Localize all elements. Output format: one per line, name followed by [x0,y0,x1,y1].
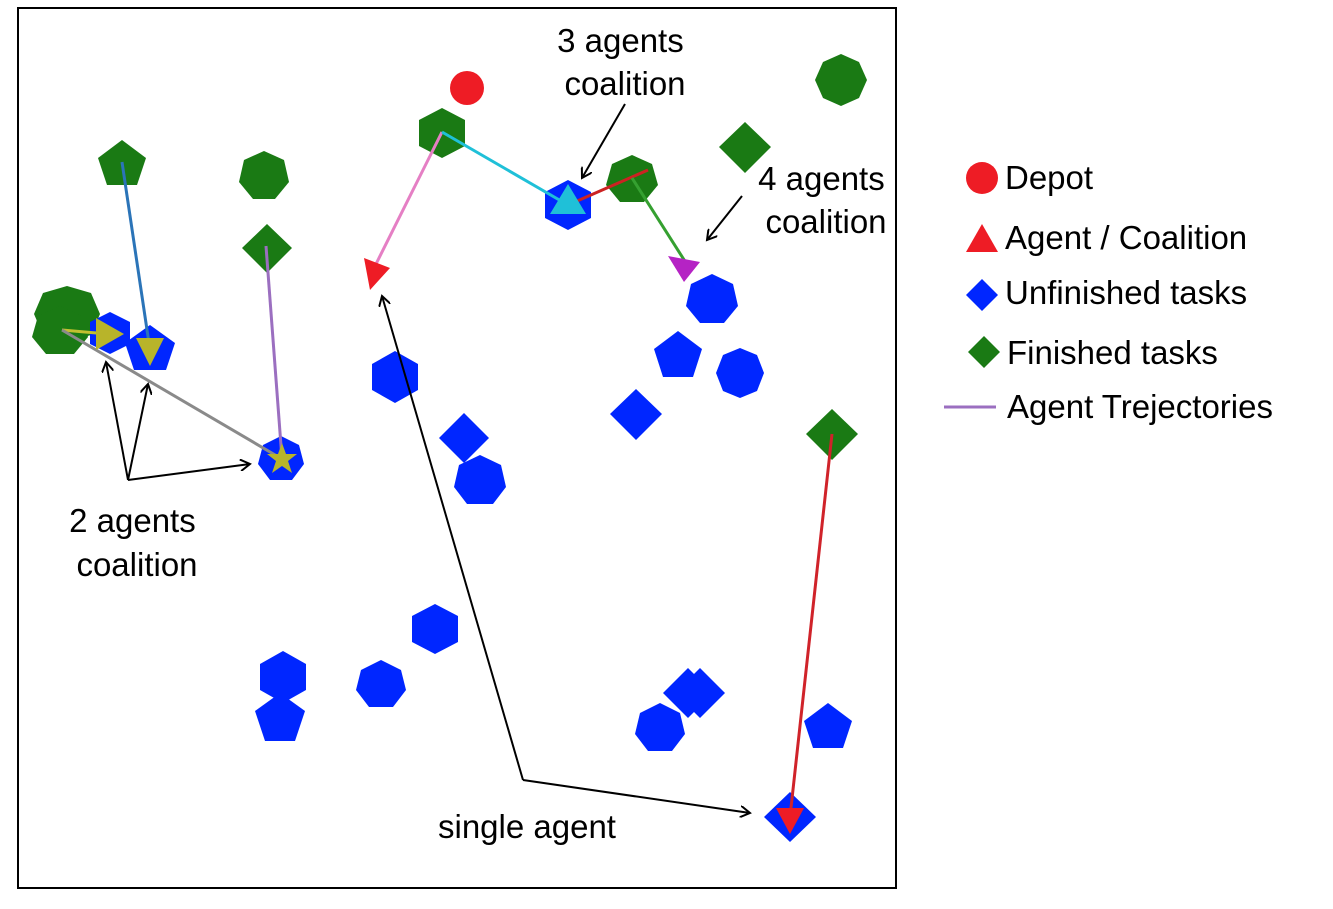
arrow-single-agent [382,296,524,781]
finished-task-heptagon [239,151,289,199]
trajectory-line [371,131,444,271]
trajectory-line [630,177,690,267]
agents [96,184,804,834]
legend-trajectory-label: Agent Trejectories [1007,388,1273,425]
annotation-4-agents-line1: 4 agents [758,160,885,197]
unfinished-task-hexagon [372,351,418,403]
arrow-4-agents [707,195,743,240]
unfinished-tasks [90,180,852,842]
finished-legend-icon [968,336,1000,368]
legend-finished-label: Finished tasks [1007,334,1218,371]
arrow-2-agents [127,464,250,481]
agent-triangle [550,184,586,214]
trajectory-line [788,433,834,818]
trajectory-line [567,168,649,207]
annotation-2-agents-line1: 2 agents [69,502,196,539]
unfinished-task-pentagon [255,693,305,741]
trajectory-line [61,328,283,461]
arrow-3-agents [582,103,626,178]
annotation-single-agent: single agent [438,808,616,845]
agent-star [267,443,297,473]
agent-triangle [364,258,390,290]
annotation-2-agents-line2: coalition [76,546,197,583]
finished-task-diamond [719,122,771,173]
unfinished-task-hexagon [260,651,306,703]
agent-triangle [776,808,804,834]
depot-legend-icon [966,162,998,194]
legend: Depot Agent / Coalition Unfinished tasks… [944,159,1273,425]
unfinished-legend-icon [966,279,998,311]
legend-agent-label: Agent / Coalition [1005,219,1247,256]
trajectory-line [264,245,284,460]
annotation-arrows [106,103,750,813]
unfinished-task-octagon [716,348,764,398]
agent-triangle [668,256,700,282]
unfinished-task-pentagon [804,703,852,748]
unfinished-task-diamond [610,389,662,440]
annotation-3-agents-line2: coalition [564,65,685,102]
legend-depot-label: Depot [1005,159,1093,196]
trajectory-line [441,130,569,207]
finished-task-heptagon [32,306,88,354]
annotation-3-agents-line1: 3 agents [557,22,684,59]
agent-triangle [96,318,124,350]
trajectory-line [120,161,152,351]
arrow-2-agents [106,362,129,481]
unfinished-task-hexagon [412,604,458,654]
unfinished-task-heptagon [635,703,685,751]
annotation-4-agents: 4 agents coalition [758,160,894,240]
annotation-4-agents-line2: coalition [765,203,886,240]
annotation-2-agents: 2 agents coalition [69,502,205,583]
unfinished-task-heptagon [454,455,506,504]
finished-task-octagon [815,54,867,106]
unfinished-task-heptagon [356,660,406,707]
trajectories [61,130,834,818]
unfinished-task-diamond [675,668,725,718]
arrow-2-agents [127,384,148,481]
unfinished-task-heptagon [686,274,738,323]
agent-triangle [136,338,164,366]
annotation-3-agents: 3 agents coalition [557,22,693,102]
depot-marker [450,71,484,105]
arrow-single-agent [522,779,750,813]
unfinished-task-pentagon [654,331,702,377]
legend-unfinished-label: Unfinished tasks [1005,274,1247,311]
agent-legend-icon [966,224,998,252]
unfinished-task-diamond [439,413,489,463]
